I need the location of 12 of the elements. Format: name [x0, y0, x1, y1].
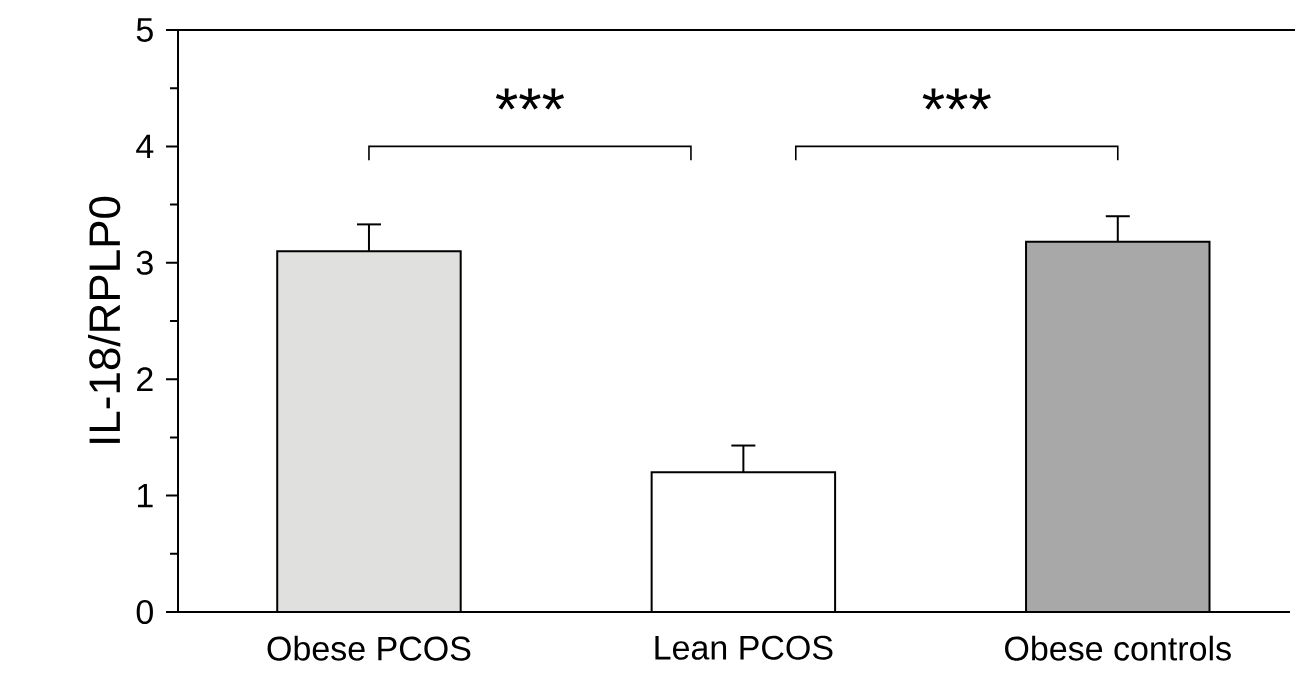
x-tick-label: Obese PCOS [267, 635, 471, 661]
x-tick-label: Obese controls [1005, 635, 1231, 661]
y-tick-label: 5 [136, 18, 153, 42]
x-tick-label: Lean PCOS [655, 635, 833, 660]
y-tick-label: 2 [137, 367, 153, 392]
annotation: *** [922, 88, 991, 110]
y-tick-label: 4 [136, 134, 154, 159]
annotation: *** [495, 88, 565, 110]
y-axis-title: IL-18/RPLP0 [87, 196, 121, 443]
y-tick-label: 0 [136, 599, 153, 625]
y-tick-label: 3 [136, 250, 153, 275]
y-tick-label: 1 [137, 483, 153, 508]
